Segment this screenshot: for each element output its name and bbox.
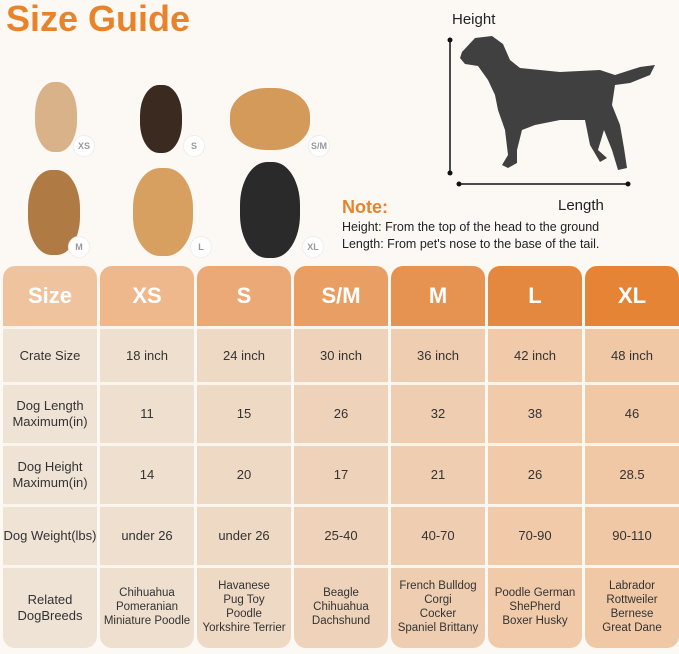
size-badge: L <box>190 236 212 258</box>
table-cell: French Bulldog Corgi Cocker Spaniel Brittan… <box>391 568 485 648</box>
size-badge: XS <box>73 135 95 157</box>
table-cell: 26 <box>294 385 388 446</box>
table-cell: 24 inch <box>197 329 291 385</box>
column-header: XL <box>585 266 679 329</box>
note-line: Length: From pet's nose to the base of t… <box>342 237 600 251</box>
table-cell: 40-70 <box>391 507 485 568</box>
table-cell: 38 <box>488 385 582 446</box>
column-header: S <box>197 266 291 329</box>
table-column: M 36 inch 32 21 40-70 French Bulldog Corgi Cock… <box>391 266 485 648</box>
table-cell: 18 inch <box>100 329 194 385</box>
column-header: XS <box>100 266 194 329</box>
table-cell: 90-110 <box>585 507 679 568</box>
table-cell: 26 <box>488 446 582 507</box>
table-cell: Havanese Pug Toy Poodle Yorkshire Terrier <box>197 568 291 648</box>
table-cell: Dog Length Maximum(in) <box>3 385 97 446</box>
size-badge: S <box>183 135 205 157</box>
table-cell: 36 inch <box>391 329 485 385</box>
height-label: Height <box>452 11 496 28</box>
dog-photo-sm <box>230 88 310 150</box>
note-heading: Note: <box>342 197 388 217</box>
length-label: Length <box>558 197 604 214</box>
dog-measurement-diagram <box>447 36 655 187</box>
table-cell: 30 inch <box>294 329 388 385</box>
column-header: Size <box>3 266 97 329</box>
table-cell: Dog Height Maximum(in) <box>3 446 97 507</box>
table-column: XL 48 inch 46 28.5 90-110 Labrador Rottweiler B… <box>585 266 679 648</box>
dog-photo-xs <box>35 82 77 152</box>
table-cell: Dog Weight(lbs) <box>3 507 97 568</box>
table-column: Size Crate Size Dog Length Maximum(in) Dog … <box>3 266 97 648</box>
table-cell: 25-40 <box>294 507 388 568</box>
dog-silhouette <box>460 36 655 170</box>
size-badge: XL <box>302 236 324 258</box>
table-cell: under 26 <box>197 507 291 568</box>
table-cell: 48 inch <box>585 329 679 385</box>
table-cell: 14 <box>100 446 194 507</box>
dog-photo-l <box>133 168 193 256</box>
table-cell: 21 <box>391 446 485 507</box>
table-cell: 20 <box>197 446 291 507</box>
dog-photo-xl <box>240 162 300 258</box>
table-cell: Chihuahua Pomeranian Miniature Poodle <box>100 568 194 648</box>
table-cell: Beagle Chihuahua Dachshund <box>294 568 388 648</box>
column-header: L <box>488 266 582 329</box>
table-cell: 15 <box>197 385 291 446</box>
table-cell: 70-90 <box>488 507 582 568</box>
dog-photo-s <box>140 85 182 153</box>
table-cell: 42 inch <box>488 329 582 385</box>
size-table: Size Crate Size Dog Length Maximum(in) Dog … <box>3 266 679 648</box>
table-cell: 32 <box>391 385 485 446</box>
size-badge: S/M <box>308 135 330 157</box>
table-cell: Poodle German ShePherd Boxer Husky <box>488 568 582 648</box>
table-cell: 17 <box>294 446 388 507</box>
page-title: Size Guide <box>6 0 191 39</box>
table-cell: 11 <box>100 385 194 446</box>
table-cell: 46 <box>585 385 679 446</box>
table-cell: 28.5 <box>585 446 679 507</box>
size-badge: M <box>68 236 90 258</box>
column-header: S/M <box>294 266 388 329</box>
note-line: Height: From the top of the head to the … <box>342 220 600 234</box>
table-column: XS 18 inch 11 14 under 26 Chihuahua Pomeranian… <box>100 266 194 648</box>
table-cell: Crate Size <box>3 329 97 385</box>
table-column: S 24 inch 15 20 under 26 Havanese Pug Toy Poodl… <box>197 266 291 648</box>
table-cell: Labrador Rottweiler Bernese Great Dane <box>585 568 679 648</box>
table-cell: under 26 <box>100 507 194 568</box>
table-column: L 42 inch 38 26 70-90 Poodle German ShePherd Bo… <box>488 266 582 648</box>
column-header: M <box>391 266 485 329</box>
table-cell: Related DogBreeds <box>3 568 97 648</box>
table-column: S/M 30 inch 26 17 25-40 Beagle Chihuahua Dachsh… <box>294 266 388 648</box>
